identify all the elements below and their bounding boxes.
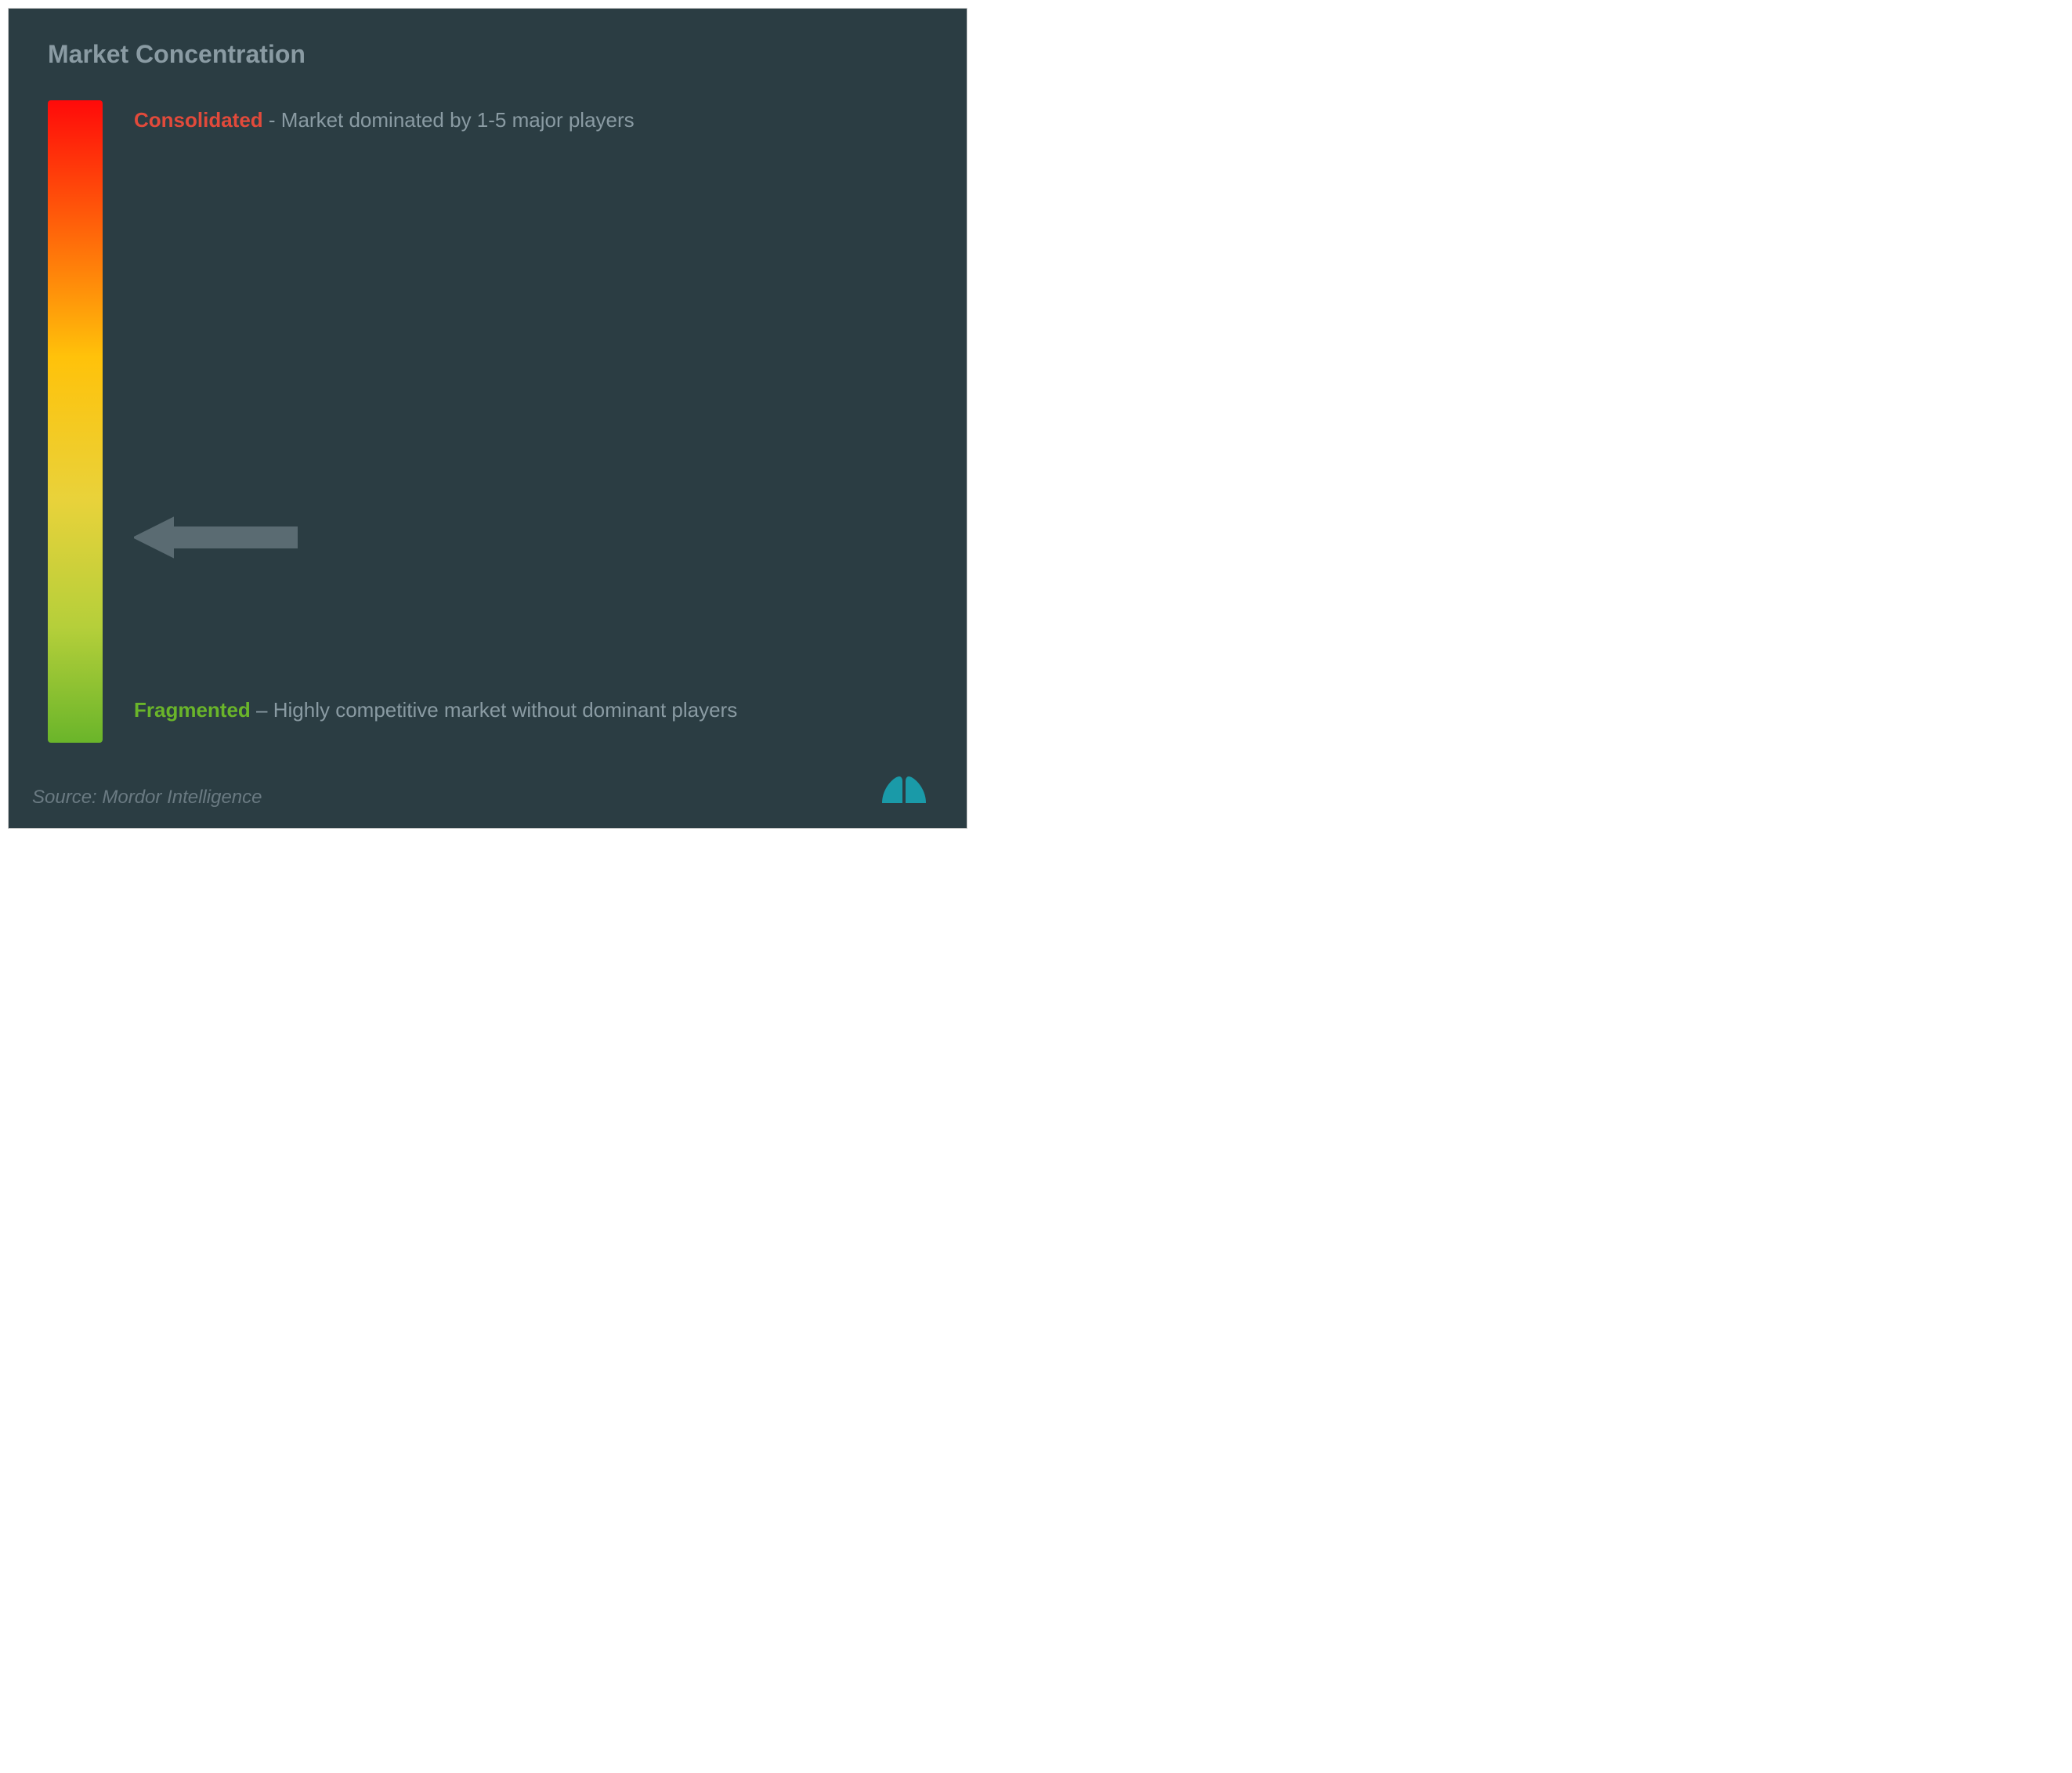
arrow-left-icon (134, 515, 298, 560)
mordor-logo-icon (881, 773, 935, 805)
concentration-gradient-bar (48, 100, 103, 743)
chart-title: Market Concentration (48, 40, 928, 69)
indicator-arrow (134, 515, 298, 560)
source-attribution: Source: Mordor Intelligence (32, 787, 262, 809)
consolidated-key: Consolidated (134, 108, 263, 132)
brand-logo (881, 773, 935, 809)
consolidated-desc: - Market dominated by 1-5 major players (269, 108, 635, 132)
fragmented-label: Fragmented – Highly competitive market w… (134, 694, 896, 727)
labels-area: Consolidated - Market dominated by 1-5 m… (134, 100, 928, 743)
fragmented-key: Fragmented (134, 698, 251, 722)
infographic-container: Market Concentration Consolidated - Mark… (8, 8, 967, 829)
chart-area: Consolidated - Market dominated by 1-5 m… (48, 100, 928, 743)
fragmented-desc: – Highly competitive market without domi… (256, 698, 737, 722)
consolidated-label: Consolidated - Market dominated by 1-5 m… (134, 104, 896, 137)
